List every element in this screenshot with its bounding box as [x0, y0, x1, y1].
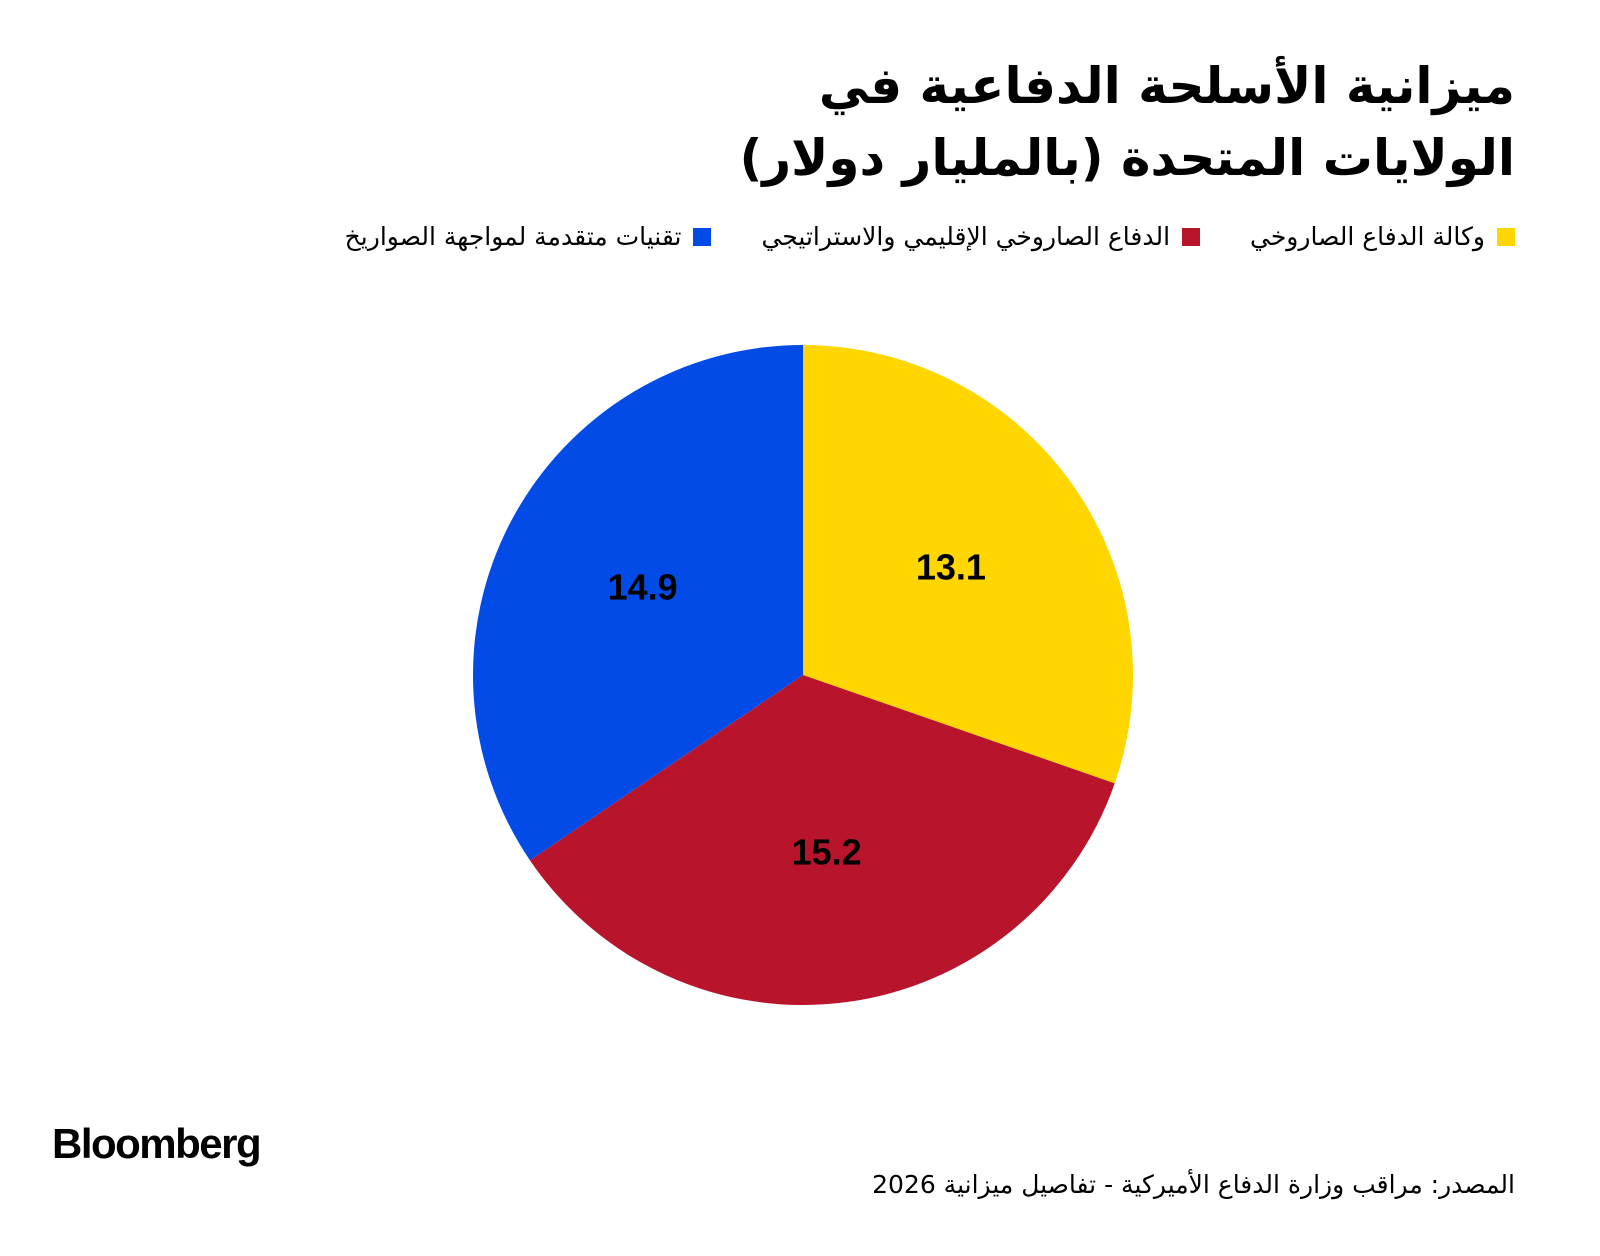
legend-label: تقنيات متقدمة لمواجهة الصواريخ	[344, 222, 682, 251]
brand-logo: Bloomberg	[52, 1120, 262, 1167]
legend-item: وكالة الدفاع الصاروخي	[1250, 222, 1515, 251]
pie-slice	[529, 675, 1115, 1005]
data-label: 15.2	[792, 831, 862, 872]
legend-swatch	[1182, 227, 1201, 246]
legend-label: وكالة الدفاع الصاروخي	[1250, 222, 1485, 251]
legend: وكالة الدفاع الصاروخي الدفاع الصاروخي الإ…	[345, 222, 1515, 251]
chart-title: ميزانية الأسلحة الدفاعية في الولايات الم…	[739, 57, 1515, 187]
legend-swatch	[1497, 227, 1515, 246]
data-label: 13.1	[916, 546, 986, 587]
pie-slice	[473, 345, 803, 861]
legend-item: تقنيات متقدمة لمواجهة الصواريخ	[345, 222, 712, 251]
source: المصدر: مراقب وزارة الدفاع الأميركية - ت…	[872, 1170, 1515, 1199]
legend-swatch	[693, 227, 712, 246]
legend-label: الدفاع الصاروخي الإقليمي والاستراتيجي	[761, 222, 1171, 251]
legend-item: الدفاع الصاروخي الإقليمي والاستراتيجي	[761, 222, 1201, 251]
data-label: 14.9	[608, 567, 678, 608]
pie-slice	[803, 345, 1134, 784]
